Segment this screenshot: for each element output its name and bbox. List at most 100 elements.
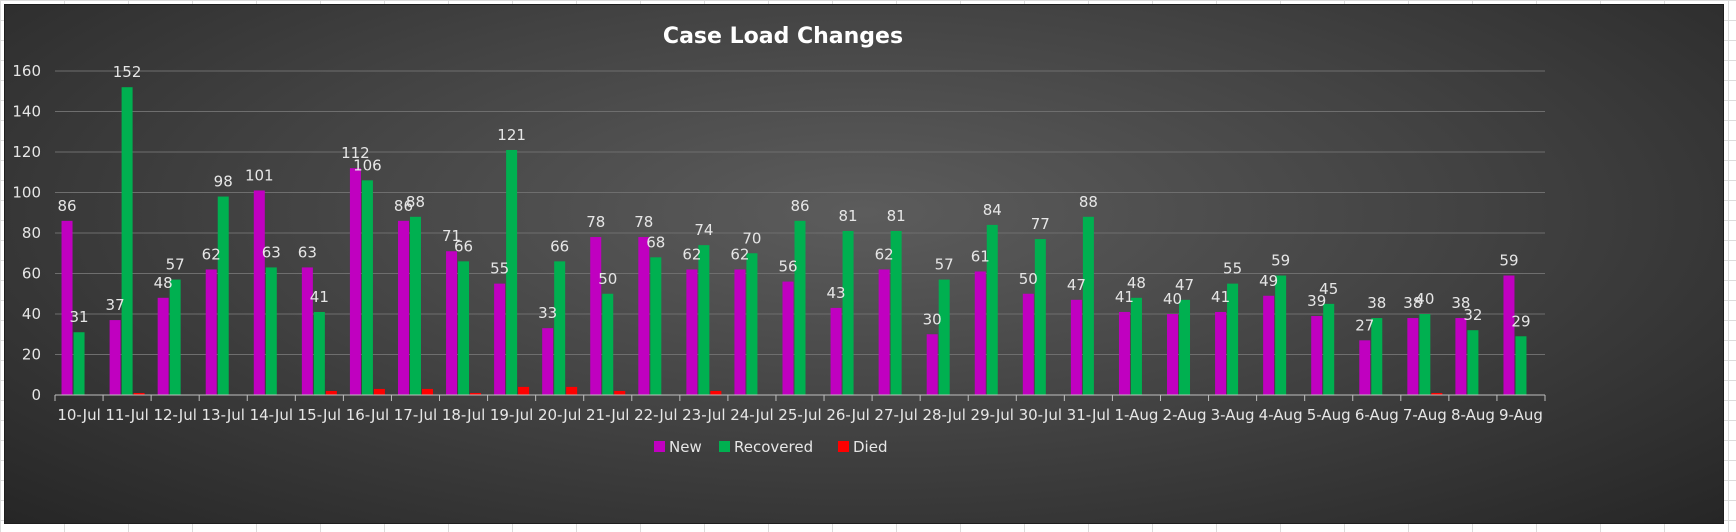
chart-title: Case Load Changes	[663, 24, 903, 49]
x-tick-label: 3-Aug	[1211, 406, 1255, 424]
bar-new	[974, 271, 986, 395]
data-label-recovered: 47	[1175, 276, 1194, 294]
legend-swatch	[838, 441, 849, 452]
x-tick-label: 20-Jul	[538, 406, 581, 424]
bar-died	[373, 388, 385, 395]
x-tick-label: 15-Jul	[298, 406, 341, 424]
data-label-new: 78	[634, 213, 653, 231]
data-label-new: 33	[538, 304, 557, 322]
legend-label: New	[669, 438, 702, 456]
data-label-new: 59	[1499, 252, 1518, 270]
data-label-new: 49	[1259, 272, 1278, 290]
data-label-recovered: 84	[983, 201, 1002, 219]
bar-recovered	[1515, 336, 1527, 395]
bar-recovered	[506, 149, 518, 395]
data-label-new: 71	[442, 227, 461, 245]
bar-recovered	[169, 279, 181, 395]
data-label-new: 50	[1019, 270, 1038, 288]
bar-recovered	[1371, 318, 1383, 395]
legend-item-new[interactable]: New	[654, 438, 702, 456]
bar-died	[614, 390, 626, 395]
x-tick-label: 4-Aug	[1259, 406, 1303, 424]
bar-new	[301, 267, 313, 395]
bar-recovered	[554, 261, 566, 395]
bar-died	[566, 386, 578, 395]
data-label-recovered: 63	[262, 243, 281, 261]
x-tick-label: 10-Jul	[57, 406, 100, 424]
x-tick-label: 23-Jul	[682, 406, 725, 424]
data-label-new: 55	[490, 260, 509, 278]
data-label-recovered: 70	[742, 229, 761, 247]
bar-recovered	[794, 220, 806, 395]
bar-new	[494, 283, 506, 395]
x-tick-label: 16-Jul	[346, 406, 389, 424]
bar-recovered	[842, 230, 854, 395]
x-tick-label: 17-Jul	[394, 406, 437, 424]
x-tick-label: 1-Aug	[1114, 406, 1158, 424]
data-label-new: 43	[827, 284, 846, 302]
x-tick-label: 24-Jul	[730, 406, 773, 424]
bar-died	[518, 386, 530, 395]
x-tick-label: 14-Jul	[250, 406, 293, 424]
bar-new	[1070, 299, 1082, 395]
legend-swatch	[654, 441, 665, 452]
bar-recovered	[986, 224, 998, 395]
bar-new	[1311, 316, 1323, 395]
bar-new	[205, 269, 217, 395]
x-tick-label: 8-Aug	[1451, 406, 1495, 424]
data-label-recovered: 68	[646, 233, 665, 251]
data-label-new: 62	[875, 245, 894, 263]
bar-died	[133, 392, 145, 395]
data-label-new: 40	[1163, 290, 1182, 308]
legend-item-died[interactable]: Died	[838, 438, 887, 456]
y-tick-label: 160	[12, 62, 41, 80]
bar-recovered	[1227, 283, 1239, 395]
data-label-new: 30	[923, 310, 942, 328]
x-tick-label: 21-Jul	[586, 406, 629, 424]
bar-recovered	[121, 87, 133, 395]
bar-new	[446, 251, 458, 395]
bar-recovered	[1179, 299, 1191, 395]
bar-recovered	[890, 230, 902, 395]
bar-recovered	[1034, 239, 1046, 395]
bar-recovered	[746, 253, 758, 395]
x-tick-label: 11-Jul	[105, 406, 148, 424]
data-label-new: 41	[1115, 288, 1134, 306]
y-tick-label: 0	[31, 386, 41, 404]
data-label-recovered: 59	[1271, 252, 1290, 270]
bar-died	[325, 390, 337, 395]
data-label-recovered: 38	[1367, 294, 1386, 312]
data-label-recovered: 32	[1463, 306, 1482, 324]
bar-new	[1215, 311, 1227, 395]
case-load-chart: Case Load Changes 020406080100120140160 …	[12, 24, 1546, 456]
bar-recovered	[650, 257, 662, 395]
bar-new	[1167, 314, 1179, 395]
legend-label: Died	[853, 438, 887, 456]
x-tick-label: 9-Aug	[1499, 406, 1543, 424]
bar-new	[1455, 318, 1467, 395]
data-label-new: 27	[1355, 316, 1374, 334]
bar-recovered	[698, 245, 710, 395]
bar-recovered	[1275, 275, 1287, 395]
bar-recovered	[602, 293, 614, 395]
bar-new	[542, 328, 554, 395]
y-tick-label: 140	[12, 103, 41, 121]
x-tick-label: 25-Jul	[778, 406, 821, 424]
data-label-recovered: 55	[1223, 260, 1242, 278]
legend-item-recovered[interactable]: Recovered	[719, 438, 813, 456]
data-label-recovered: 88	[1079, 193, 1098, 211]
chart-area[interactable]: Case Load Changes 0 20 40 60 80 100 120 140 160 …	[4, 4, 1724, 524]
data-label-recovered: 48	[1127, 274, 1146, 292]
bar-new	[878, 269, 890, 395]
data-label-recovered: 74	[694, 221, 713, 239]
data-label-recovered: 29	[1511, 312, 1530, 330]
data-label-new: 61	[971, 247, 990, 265]
bar-new	[1503, 275, 1515, 395]
data-label-recovered: 81	[887, 207, 906, 225]
x-tick-label: 29-Jul	[971, 406, 1014, 424]
bar-recovered	[938, 279, 950, 395]
data-label-recovered: 98	[214, 173, 233, 191]
x-tick-label: 30-Jul	[1019, 406, 1062, 424]
data-label-recovered: 77	[1031, 215, 1050, 233]
